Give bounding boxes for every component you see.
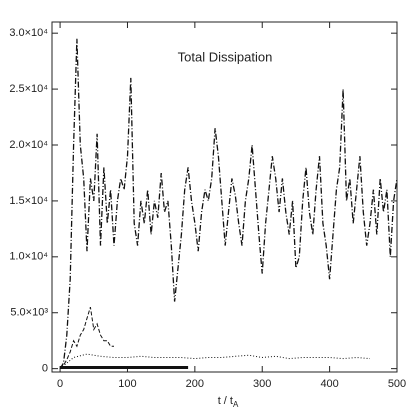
y-tick-label: 1.5×10⁴	[9, 195, 48, 207]
x-tick-label: 100	[118, 378, 136, 390]
series-line	[59, 38, 398, 369]
series-line	[59, 306, 114, 369]
x-tick-label: 200	[186, 378, 204, 390]
y-tick-label: 2.0×10⁴	[9, 139, 48, 151]
x-axis-label: t / tA	[218, 395, 239, 409]
y-tick-label: 5.0×10³	[10, 307, 48, 319]
x-label-sub: A	[233, 400, 239, 409]
x-tick-label: 300	[253, 378, 271, 390]
y-tick-label: 2.5×10⁴	[9, 83, 48, 95]
x-tick-label: 400	[320, 378, 338, 390]
plot-frame	[51, 21, 398, 373]
y-tick-label: 1.0×10⁴	[9, 251, 48, 263]
series-line	[59, 353, 371, 369]
chart-title: Total Dissipation	[178, 49, 273, 64]
x-label-main: t / t	[218, 395, 233, 407]
y-tick-label: 3.0×10⁴	[9, 27, 48, 39]
x-tick-label: 0	[57, 378, 63, 390]
y-tick-label: 0	[42, 363, 48, 375]
x-tick-label: 500	[388, 378, 406, 390]
